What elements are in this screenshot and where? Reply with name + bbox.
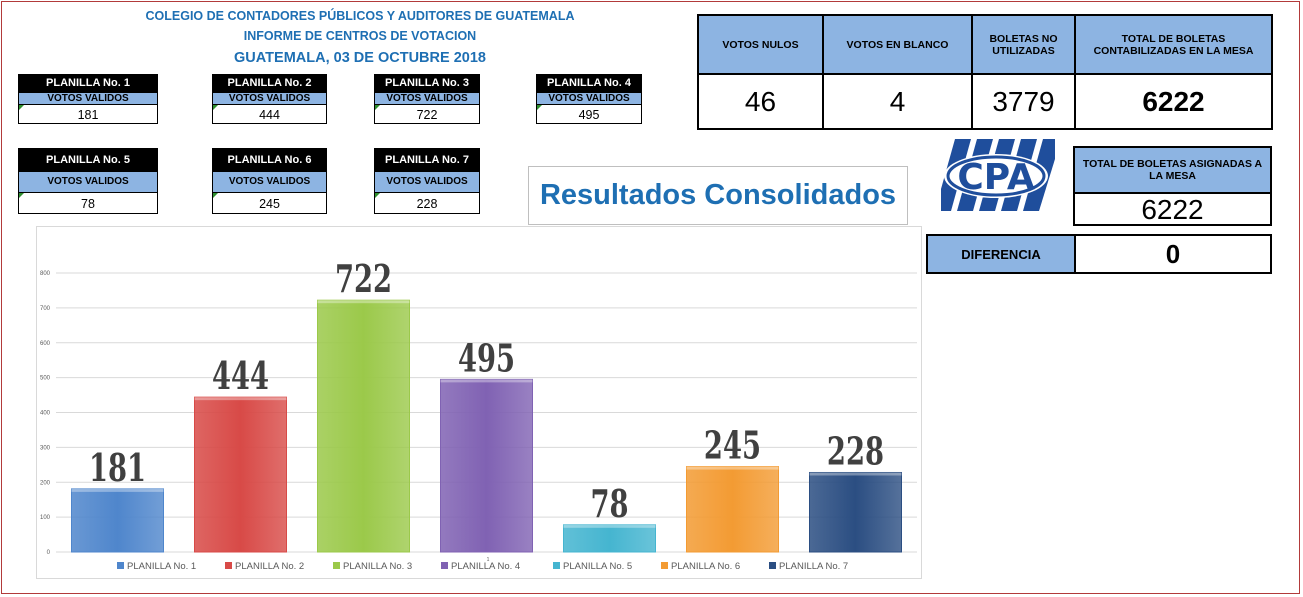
bar-value-label: 444	[212, 354, 269, 399]
y-tick-label: 100	[40, 515, 51, 521]
diferencia-label: DIFERENCIA	[928, 236, 1076, 272]
planilla-votes-label: VOTOS VALIDOS	[375, 171, 479, 193]
planilla-votes-label: VOTOS VALIDOS	[19, 92, 157, 105]
planilla-votes-value: 228	[375, 193, 479, 215]
bar-4	[440, 378, 533, 553]
bar-1	[71, 488, 164, 553]
bar-value-label: 495	[458, 336, 515, 381]
planilla-votes-label: VOTOS VALIDOS	[537, 92, 641, 105]
bar-value-label: 181	[89, 445, 146, 490]
bar-highlight	[440, 379, 533, 383]
y-tick-label: 600	[40, 341, 51, 347]
blanco-value: 4	[822, 73, 973, 130]
bar-3	[317, 299, 410, 553]
logo-text: CPA	[957, 157, 1035, 198]
planilla-votes-value: 495	[537, 105, 641, 125]
planilla-votes-value: 78	[19, 193, 157, 215]
nulos-header: VOTOS NULOS	[697, 14, 824, 75]
y-tick-label: 500	[40, 376, 51, 382]
legend-label: PLANILLA No. 2	[235, 561, 304, 572]
y-tick-label: 200	[40, 480, 51, 486]
bar-highlight	[317, 300, 410, 304]
legend-swatch	[661, 562, 668, 569]
total-contabilizadas-value: 6222	[1074, 73, 1273, 130]
bar-6	[686, 466, 779, 553]
legend-label: PLANILLA No. 1	[127, 561, 196, 572]
results-chart-svg: 0 100 200 300 400 500 600 700 800 181 444 722 495 78 2…	[40, 257, 917, 572]
total-contabilizadas-header: TOTAL DE BOLETAS CONTABILIZADAS EN LA ME…	[1074, 14, 1273, 75]
legend-label: PLANILLA No. 6	[671, 561, 740, 572]
planilla-votes-label: VOTOS VALIDOS	[375, 92, 479, 105]
planilla-card-7: PLANILLA No. 7 VOTOS VALIDOS 228	[374, 148, 480, 214]
boletas-asignadas-box: TOTAL DE BOLETAS ASIGNADAS A LA MESA 622…	[1073, 146, 1272, 226]
bar-highlight	[686, 466, 779, 470]
legend-label: PLANILLA No. 7	[779, 561, 848, 572]
results-chart: 0 100 200 300 400 500 600 700 800 181 444 722 495 78 2…	[36, 226, 922, 579]
legend-swatch	[225, 562, 232, 569]
planilla-card-3: PLANILLA No. 3 VOTOS VALIDOS 722	[374, 74, 480, 124]
y-tick-label: 700	[40, 306, 51, 312]
y-tick-label: 800	[40, 271, 51, 277]
bar-highlight	[809, 472, 902, 476]
bar-highlight	[563, 524, 656, 528]
planilla-card-1: PLANILLA No. 1 VOTOS VALIDOS 181	[18, 74, 158, 124]
planilla-title: PLANILLA No. 3	[375, 75, 479, 92]
boletas-asignadas-value: 6222	[1141, 194, 1204, 225]
planilla-title: PLANILLA No. 2	[213, 75, 326, 92]
diferencia-value: 0	[1165, 238, 1181, 269]
planilla-votes-value: 181	[19, 105, 157, 125]
planilla-votes-value: 722	[375, 105, 479, 125]
bar-7	[809, 471, 902, 553]
planilla-title: PLANILLA No. 6	[213, 149, 326, 171]
planilla-card-6: PLANILLA No. 6 VOTOS VALIDOS 245	[212, 148, 327, 214]
planilla-card-4: PLANILLA No. 4 VOTOS VALIDOS 495	[536, 74, 642, 124]
legend-swatch	[553, 562, 560, 569]
cpa-logo: CPA	[941, 139, 1055, 211]
planilla-votes-label: VOTOS VALIDOS	[213, 92, 326, 105]
planilla-card-5: PLANILLA No. 5 VOTOS VALIDOS 78	[18, 148, 158, 214]
legend-label: PLANILLA No. 3	[343, 561, 412, 572]
results-title: Resultados Consolidados	[528, 166, 908, 225]
legend-swatch	[333, 562, 340, 569]
planilla-title: PLANILLA No. 7	[375, 149, 479, 171]
header-report: INFORME DE CENTROS DE VOTACION	[243, 29, 477, 43]
blanco-header: VOTOS EN BLANCO	[822, 14, 973, 75]
legend-label: PLANILLA No. 5	[563, 561, 632, 572]
bar-highlight	[194, 397, 287, 401]
y-tick-label: 400	[40, 411, 51, 417]
nulos-value: 46	[697, 73, 824, 130]
bar-highlight	[71, 488, 164, 492]
bar-value-label: 78	[590, 481, 628, 526]
planilla-title: PLANILLA No. 5	[19, 149, 157, 171]
bar-value-label: 245	[704, 423, 761, 468]
bar-value-label: 228	[827, 429, 884, 474]
legend-swatch	[441, 562, 448, 569]
planilla-title: PLANILLA No. 4	[537, 75, 641, 92]
planilla-votes-label: VOTOS VALIDOS	[213, 171, 326, 193]
no-utilizadas-value: 3779	[971, 73, 1076, 130]
diferencia-box: DIFERENCIA 0	[926, 234, 1272, 274]
header-date: GUATEMALA, 03 DE OCTUBRE 2018	[234, 50, 486, 66]
y-tick-label: 0	[47, 550, 51, 556]
planilla-card-2: PLANILLA No. 2 VOTOS VALIDOS 444	[212, 74, 327, 124]
y-tick-label: 300	[40, 445, 51, 451]
planilla-votes-label: VOTOS VALIDOS	[19, 171, 157, 193]
boletas-asignadas-label: TOTAL DE BOLETAS ASIGNADAS A LA MESA	[1075, 148, 1270, 194]
legend-swatch	[769, 562, 776, 569]
planilla-title: PLANILLA No. 1	[19, 75, 157, 92]
legend-label: PLANILLA No. 4	[451, 561, 520, 572]
bar-5	[563, 524, 656, 553]
x-axis-label: 1	[487, 557, 490, 563]
bar-value-label: 722	[335, 257, 392, 302]
header-org: COLEGIO DE CONTADORES PÚBLICOS Y AUDITOR…	[145, 9, 575, 23]
legend-swatch	[117, 562, 124, 569]
vote-summary-table: VOTOS NULOS VOTOS EN BLANCO BOLETAS NO U…	[697, 14, 1273, 130]
planilla-votes-value: 444	[213, 105, 326, 125]
bar-2	[194, 396, 287, 553]
planilla-votes-value: 245	[213, 193, 326, 215]
no-utilizadas-header: BOLETAS NO UTILIZADAS	[971, 14, 1076, 75]
